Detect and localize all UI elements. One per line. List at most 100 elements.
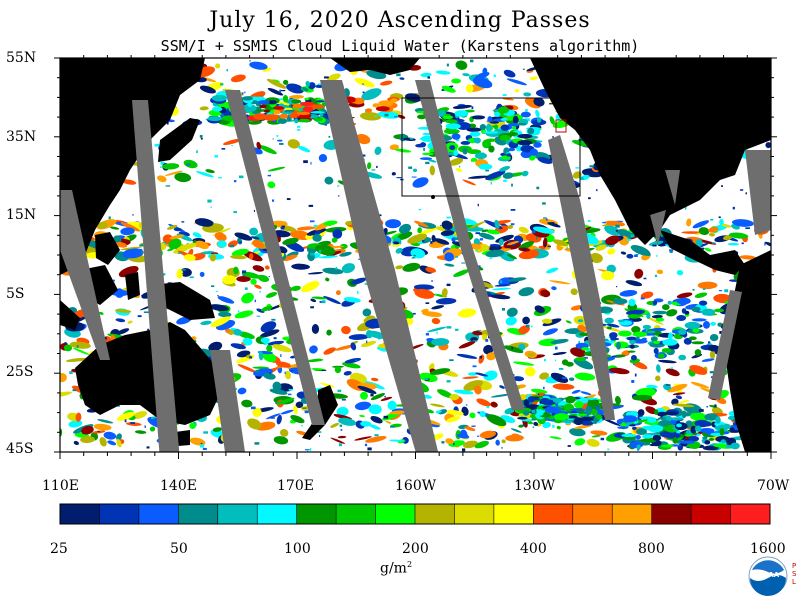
gap-8 [665,170,680,205]
cloud-intense-blob [390,98,398,103]
cloud-patch-blob [536,117,542,123]
cloud-blob [490,294,511,300]
cloud-speck [724,289,729,293]
cloud-patch-blob [702,445,719,451]
cloud-blob [570,305,583,311]
cloud-blob [698,227,710,236]
cloud-speck [547,245,551,248]
cloud-blob [739,255,757,260]
cloud-blob [462,376,479,379]
cloud-speck [732,206,735,210]
cloud-patch-blob [471,115,486,120]
cloud-speck [160,166,162,168]
cloud-blob [708,226,719,233]
cloud-blob [728,232,749,239]
cloud-blob [475,372,489,377]
cloud-patch-blob [529,148,538,156]
cloud-speck [436,331,438,335]
cloud-speck [242,274,245,277]
cloud-speck [634,254,638,257]
cloud-speck [575,167,580,169]
cloud-blob [455,60,468,70]
cloud-speck [244,91,246,94]
cloud-blob [765,142,771,149]
lon-label-110e: 110E [42,478,79,494]
cloud-patch-blob [304,97,310,101]
cloud-patch-blob [313,117,323,122]
cloud-speck [405,228,407,232]
cloud-speck [231,144,234,147]
cloud-speck [310,306,314,309]
cloud-speck [268,276,270,278]
cloud-blob [420,72,432,78]
cloud-patch-blob [690,425,697,434]
cloud-intense-blob [253,113,267,120]
cloud-patch-blob [663,411,678,416]
cloud-patch-blob [291,99,302,104]
cloud-speck [339,424,343,427]
cloud-blob [591,435,601,438]
cloud-blob [261,305,273,312]
colorbar-swatch [375,504,416,524]
cloud-speck [189,276,194,279]
cloud-patch-blob [485,123,492,132]
cloud-speck [321,369,327,371]
cloud-blob [676,292,693,299]
cloud-blob [486,414,507,427]
cloud-speck [465,404,468,406]
cloud-blob [441,220,453,230]
cloud-speck [147,328,150,332]
cloud-blob [230,255,247,260]
cloud-blob [672,392,686,396]
cloud-patch-blob [662,304,670,311]
cloud-blob [209,254,217,262]
cloud-blob [249,253,254,260]
cloud-blob [350,277,367,285]
cloud-blob [552,239,569,247]
cloud-patch-blob [533,142,542,148]
cloud-speck [210,206,212,208]
cloud-speck [275,402,278,404]
swath-gaps [60,80,771,452]
cloud-speck [439,224,442,227]
cloud-blob [291,285,301,291]
cloud-blob [478,243,489,252]
cloud-speck [390,425,396,428]
cloud-blob [534,305,545,314]
cloud-blob [522,316,530,325]
cloud-patch-blob [688,336,697,341]
cloud-speck [490,181,492,185]
cloud-blob [571,389,581,394]
cloud-speck [446,283,451,287]
cloud-intense-blob [352,97,365,105]
cloud-speck [167,282,172,284]
cloud-speck [280,89,286,92]
gap-4 [320,80,439,452]
cloud-blob [60,391,72,398]
cloud-speck [543,217,547,219]
cloud-patch-blob [709,333,719,342]
cloud-patch-blob [415,143,426,148]
cloud-speck [549,395,552,398]
cloud-blob [632,394,653,401]
cloud-speck [309,448,312,451]
cloud-blob [513,361,535,366]
region-box [401,97,581,197]
cloud-speck [476,329,482,331]
cloud-patch-blob [612,298,628,305]
cloud-speck [477,435,480,437]
land-north-america [530,58,771,245]
cloud-blob [116,411,135,421]
cloud-patch-blob [632,338,648,344]
cloud-speck [455,328,459,331]
cloud-blob [310,298,317,303]
cloud-blob [334,366,342,374]
cloud-speck [441,441,445,444]
cloud-blob [282,237,299,245]
cloud-blob [620,251,627,255]
cloud-blob [541,318,553,324]
cloud-blob [307,272,324,275]
cloud-speck [280,354,282,358]
cloud-speck [423,147,426,151]
cloud-blob [65,357,88,363]
